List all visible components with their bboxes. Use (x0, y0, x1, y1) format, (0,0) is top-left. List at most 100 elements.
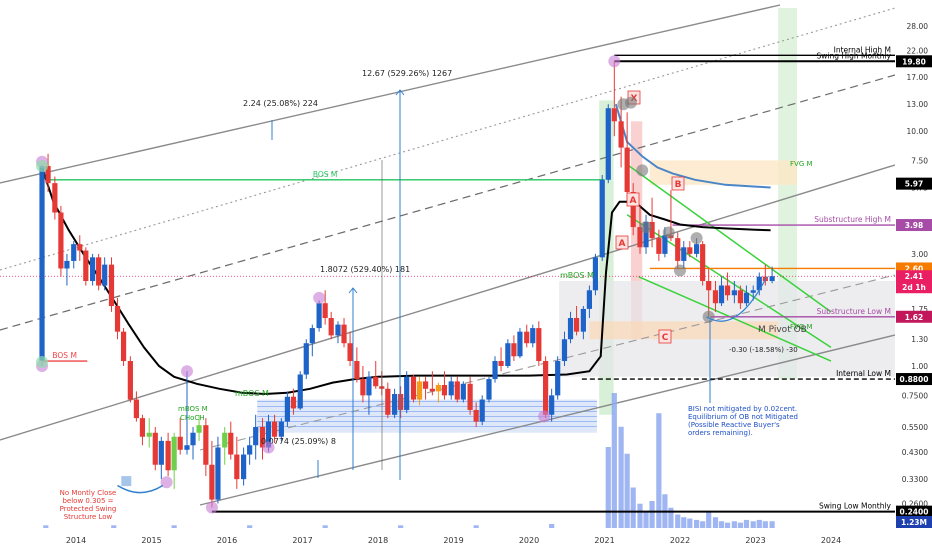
time-axis-bg (0, 530, 932, 550)
candle-body (630, 192, 636, 228)
level-label: Internal High M (834, 45, 891, 54)
pattern-letter-box (658, 329, 672, 344)
candle-body (618, 121, 624, 148)
time-tick-label: 2020 (519, 536, 539, 545)
candle-body (139, 418, 146, 437)
price-badge-label: 0.8800 (900, 375, 929, 384)
candle-body (354, 361, 360, 380)
price-badge-label: 2.41 (905, 272, 924, 281)
swing-point-marker (538, 410, 551, 423)
candle-body (241, 454, 247, 480)
volume-bar (694, 519, 700, 528)
volume-bar (43, 525, 49, 528)
time-tick-label: 2015 (141, 536, 161, 545)
volume-bar (675, 514, 681, 528)
note-line: Equilibrium of OB not Mitigated (688, 413, 798, 421)
time-tick-label: 2024 (821, 536, 841, 545)
bisi-note-box (683, 402, 787, 464)
candle-body (441, 385, 448, 396)
candle-body (290, 396, 297, 409)
candle-body (467, 383, 473, 410)
swing-point-marker (702, 310, 715, 323)
candle-body (687, 247, 693, 254)
candle-body (422, 381, 429, 389)
candle-body (265, 421, 272, 448)
candle-body (429, 388, 435, 392)
volume-bar (111, 525, 117, 528)
candle-body (567, 318, 574, 340)
pattern-letter-box (626, 192, 640, 207)
price-badge (896, 373, 932, 386)
note-line: BISI not mitigated by 0.02cent. (688, 405, 797, 413)
candle-body (209, 464, 215, 500)
candle-body (549, 395, 555, 415)
candle-body (158, 440, 164, 465)
candle-body (52, 183, 58, 213)
candle-body (58, 212, 64, 269)
swing-point-marker (608, 55, 621, 68)
price-badge-label: 0.2400 (900, 508, 929, 517)
volume-bar (605, 447, 611, 528)
swing-point-marker (690, 232, 703, 245)
candle-body (555, 361, 561, 396)
volume-bar (681, 517, 687, 528)
candle-body (234, 454, 240, 480)
channel-mid (0, 164, 895, 441)
price-badge (896, 516, 932, 528)
candle-body (586, 290, 592, 309)
pattern-letter-box (615, 235, 629, 250)
candle-body (498, 361, 504, 366)
candle-body (524, 331, 530, 344)
price-tick-label: 10.00 (907, 127, 929, 136)
volume-bar (643, 511, 649, 528)
candle-body (303, 343, 309, 375)
candle-body (743, 292, 750, 304)
price-tick-label: 0.2600 (902, 499, 928, 508)
candle-body (77, 244, 83, 251)
candle-body (769, 276, 775, 281)
annotation-text: CHoCH (180, 414, 205, 422)
pattern-letter-box (671, 176, 685, 191)
candle-body (203, 425, 209, 465)
candle-body (171, 436, 177, 471)
measure-arrow-large-head (395, 89, 405, 96)
candle-body (373, 376, 379, 387)
candle-body (530, 328, 536, 344)
note-line: below 0.305 = (62, 497, 113, 505)
swing-point-marker (160, 476, 173, 489)
volume-bar (731, 521, 737, 528)
candle-body (517, 331, 523, 357)
swing-point-marker (674, 264, 686, 277)
green-channel-bottom (638, 275, 832, 362)
candle-body (637, 227, 643, 248)
volume-bar (756, 519, 762, 528)
candle-body (177, 436, 183, 450)
annotation-text: FVG M (790, 160, 813, 168)
price-tick-label: 22.00 (907, 47, 929, 56)
price-tick-label: 1.75 (911, 305, 928, 314)
candle-body (360, 379, 366, 396)
candle-body (479, 399, 485, 422)
candle-body (492, 361, 498, 380)
candle-body (309, 328, 315, 344)
candle-body (190, 432, 196, 446)
annotation-text: mBOS M (178, 405, 208, 413)
volume-bar (630, 487, 636, 528)
candle-body (278, 421, 284, 437)
candle-body (599, 179, 605, 258)
pattern-letter: A (619, 239, 626, 249)
price-badge-label: 5.97 (905, 180, 924, 189)
candle-body (473, 409, 479, 422)
price-tick-label: 0.4300 (902, 448, 928, 457)
rounding-curve (117, 484, 164, 494)
swing-point-marker (262, 441, 275, 454)
volume-bar (712, 517, 719, 528)
price-tick-label: 1.30 (911, 335, 928, 344)
swing-point-marker (205, 501, 218, 514)
candle-body (96, 257, 102, 286)
price-badge (896, 270, 932, 283)
green-channel-top (626, 163, 832, 313)
price-badge-label: 1.23M (901, 518, 927, 527)
